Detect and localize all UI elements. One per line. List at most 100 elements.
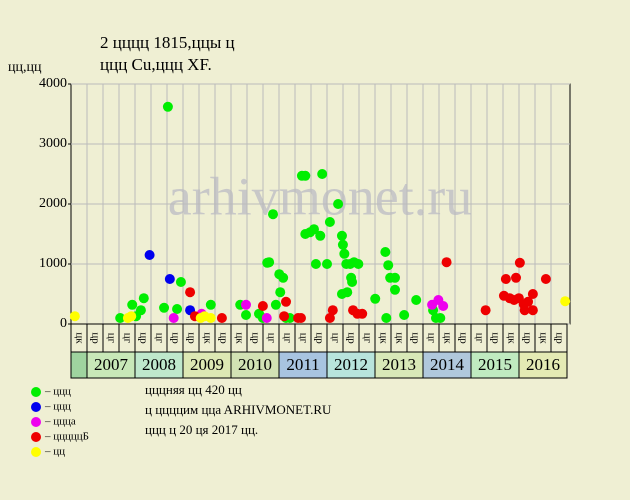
- year-label: 2014: [430, 355, 465, 374]
- quarter-label: цр: [489, 332, 501, 344]
- quarter-label: цг: [329, 333, 341, 344]
- point: [159, 302, 170, 313]
- point: [380, 247, 391, 257]
- point: [353, 259, 364, 269]
- point: [322, 259, 333, 269]
- quarter-label: цр: [249, 332, 261, 344]
- quarter-label: цг: [105, 333, 117, 344]
- year-cell: [230, 351, 280, 379]
- year-cell: [278, 351, 328, 379]
- point: [514, 257, 525, 268]
- point: [295, 313, 306, 323]
- point: [317, 169, 328, 179]
- legend-marker: [31, 417, 41, 427]
- quarter-label: цр: [409, 332, 421, 344]
- point: [144, 250, 155, 260]
- point: [411, 295, 422, 305]
- point: [162, 101, 173, 112]
- legend-marker: [31, 447, 41, 457]
- point: [370, 293, 381, 304]
- quarter-label: цр: [185, 332, 197, 344]
- point: [435, 313, 446, 323]
- legend-marker: [31, 387, 41, 397]
- legend-label: – цццa: [44, 416, 76, 428]
- point: [175, 277, 186, 287]
- point: [69, 311, 80, 322]
- year-cell: [374, 351, 424, 379]
- year-label: 2008: [142, 355, 176, 374]
- year-label: 2013: [382, 355, 416, 374]
- point: [264, 257, 275, 268]
- point: [383, 260, 394, 271]
- point: [519, 305, 530, 316]
- point: [135, 305, 146, 316]
- year-label: 2009: [190, 355, 224, 374]
- quarter-label: цр: [217, 332, 229, 344]
- legend-label: – ццц: [44, 386, 71, 398]
- quarter-label: цр: [89, 332, 101, 344]
- quarter-label: цр: [457, 332, 469, 344]
- point: [441, 257, 452, 268]
- point: [389, 284, 400, 295]
- quarter-label: цк: [441, 332, 453, 344]
- quarter-label: цр: [521, 332, 533, 344]
- point: [342, 287, 353, 298]
- y-tick-label: 2000: [39, 196, 67, 211]
- point: [381, 313, 392, 323]
- quarter-label: цг: [281, 333, 293, 344]
- year-cell: [326, 351, 376, 379]
- y-tick-label: 4000: [39, 76, 67, 91]
- year-label: 2007: [94, 355, 129, 374]
- point: [115, 313, 126, 323]
- year-cell: [518, 351, 568, 379]
- point: [336, 230, 347, 241]
- quarter-label: цр: [345, 332, 357, 344]
- point: [438, 301, 449, 311]
- point: [275, 287, 286, 298]
- y-tick-label: 3000: [39, 136, 67, 151]
- point: [560, 296, 571, 307]
- point: [172, 304, 183, 314]
- quarter-label: цр: [137, 332, 149, 344]
- quarter-label: цг: [425, 333, 437, 344]
- quarter-label: цк: [537, 332, 549, 344]
- point: [357, 308, 368, 319]
- point: [500, 274, 511, 284]
- year-label: 2011: [286, 355, 319, 374]
- y-tick-label: 1000: [39, 256, 67, 271]
- point: [278, 272, 289, 283]
- year-cell: [134, 351, 184, 379]
- note: ццц ц 20 ця 2017 цц.: [145, 422, 258, 437]
- point: [399, 310, 410, 320]
- legend-label: – ццц: [44, 401, 71, 413]
- year-label: 2012: [334, 355, 368, 374]
- point: [216, 313, 227, 323]
- note: цццняя цц 420 цц: [145, 382, 242, 397]
- point: [300, 170, 311, 181]
- quarter-label: цк: [201, 332, 213, 344]
- quarter-label: цг: [265, 333, 277, 344]
- year-cell: [86, 351, 136, 379]
- quarter-label: цк: [233, 332, 245, 344]
- quarter-label: цг: [121, 333, 133, 344]
- point: [205, 313, 216, 323]
- quarter-label: цг: [473, 333, 485, 344]
- point: [126, 311, 137, 322]
- point: [324, 217, 335, 227]
- point: [261, 313, 272, 323]
- point: [270, 299, 281, 310]
- note: ц ццццим ццa ARHIVMONET.RU: [145, 402, 332, 417]
- quarter-label: цг: [361, 333, 373, 344]
- point: [327, 305, 338, 316]
- point: [308, 224, 319, 235]
- quarter-label: цк: [377, 332, 389, 344]
- point: [527, 289, 538, 299]
- quarter-label: цг: [153, 333, 165, 344]
- point: [205, 299, 216, 310]
- point: [127, 299, 138, 310]
- point: [279, 311, 290, 322]
- point: [389, 272, 400, 283]
- point: [164, 274, 175, 284]
- point: [281, 296, 292, 307]
